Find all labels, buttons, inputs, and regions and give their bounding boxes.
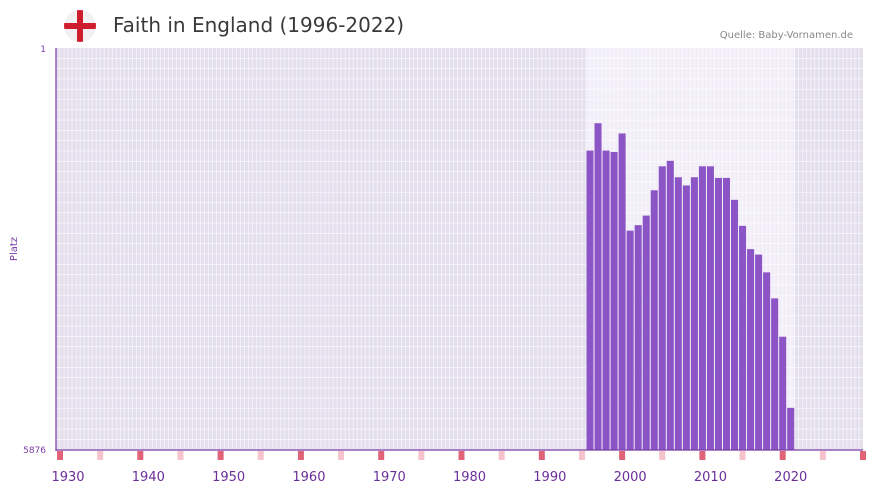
- bar-2020: [787, 407, 795, 450]
- decade-marker-2019: [779, 451, 786, 460]
- bar-2002: [642, 215, 650, 450]
- bar-1995: [586, 150, 594, 450]
- bar-2007: [682, 185, 690, 450]
- x-tick-label-2020: 2020: [774, 470, 807, 485]
- england-flag-icon: [64, 10, 96, 42]
- decade-marker-1939: [137, 451, 144, 460]
- bar-2016: [755, 254, 763, 450]
- decade-marker-1949: [217, 451, 224, 460]
- bar-2014: [739, 225, 747, 450]
- bar-2003: [650, 190, 658, 450]
- bar-2001: [634, 225, 642, 450]
- bar-2009: [698, 166, 706, 450]
- x-tick-label-1940: 1940: [132, 470, 165, 485]
- x-tick-label-1930: 1930: [51, 470, 84, 485]
- bar-2004: [658, 166, 666, 450]
- bar-2015: [747, 249, 755, 450]
- x-tick-label-2010: 2010: [694, 470, 727, 485]
- halfdecade-marker-1994: [578, 451, 585, 460]
- x-tick-label-1960: 1960: [292, 470, 325, 485]
- halfdecade-marker-1964: [338, 451, 345, 460]
- bar-2008: [690, 177, 698, 450]
- bar-2012: [722, 177, 731, 451]
- bar-1999: [618, 133, 626, 450]
- y-tick-label-bottom: 5876: [23, 446, 46, 456]
- halfdecade-marker-2024: [819, 451, 826, 460]
- decade-marker-1929: [57, 451, 64, 460]
- decade-marker-1959: [297, 451, 304, 460]
- y-tick-label-top: 1: [40, 45, 46, 55]
- decade-marker-1999: [619, 451, 626, 460]
- x-tick-label-1950: 1950: [212, 470, 245, 485]
- decade-marker-1979: [458, 451, 465, 460]
- bar-1997: [602, 150, 610, 450]
- bar-2018: [771, 298, 779, 450]
- bar-2013: [730, 199, 739, 450]
- halfdecade-marker-1944: [177, 451, 184, 460]
- source-credit: Quelle: Baby-Vornamen.de: [719, 30, 853, 41]
- halfdecade-marker-1984: [498, 451, 505, 460]
- x-tick-label-1980: 1980: [453, 470, 486, 485]
- y-axis-title: Platz: [9, 237, 20, 261]
- x-tick-label-1970: 1970: [373, 470, 406, 485]
- flag-cross-vertical: [77, 10, 83, 42]
- chart-header: Faith in England (1996-2022) Quelle: Bab…: [0, 0, 873, 50]
- bar-2011: [714, 177, 722, 451]
- x-tick-label-1990: 1990: [533, 470, 566, 485]
- halfdecade-marker-1954: [257, 451, 264, 460]
- bar-1998: [610, 151, 618, 450]
- decade-marker-1989: [538, 451, 545, 460]
- chart-title: Faith in England (1996-2022): [113, 13, 405, 37]
- halfdecade-marker-2004: [659, 451, 666, 460]
- halfdecade-marker-1974: [418, 451, 425, 460]
- bar-2000: [626, 230, 634, 450]
- bar-2017: [763, 272, 771, 450]
- bar-2019: [779, 336, 787, 450]
- decade-marker-2009: [699, 451, 706, 460]
- decade-marker-1969: [378, 451, 385, 460]
- decade-marker-2029: [860, 451, 866, 460]
- halfdecade-marker-2014: [739, 451, 746, 460]
- bar-2006: [674, 177, 682, 450]
- bar-2005: [666, 160, 674, 450]
- x-tick-label-2000: 2000: [614, 470, 647, 485]
- bar-2010: [706, 166, 714, 450]
- bar-1996: [594, 123, 602, 451]
- halfdecade-marker-1934: [97, 451, 104, 460]
